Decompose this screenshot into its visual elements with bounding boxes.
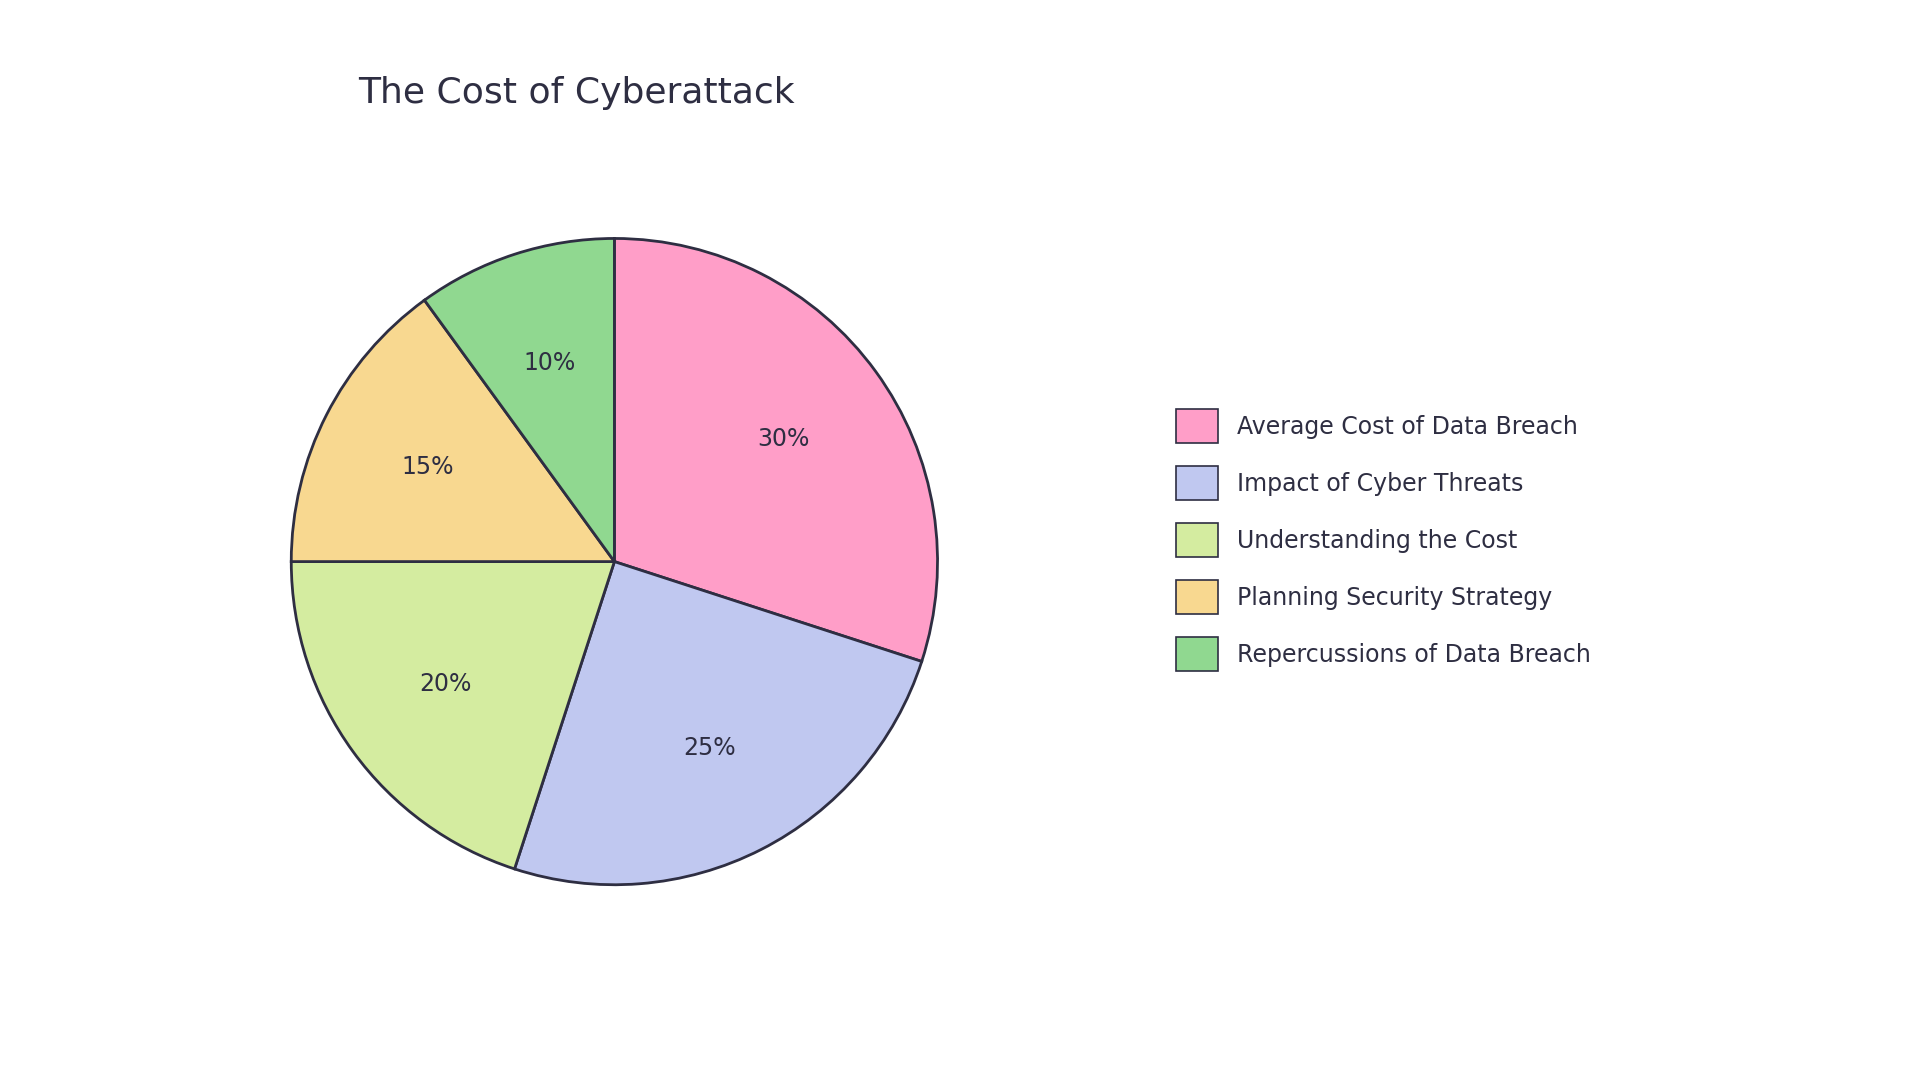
Wedge shape — [614, 239, 937, 661]
Text: 25%: 25% — [684, 735, 735, 760]
Wedge shape — [515, 562, 922, 885]
Wedge shape — [292, 562, 614, 869]
Text: 20%: 20% — [419, 673, 472, 697]
Text: The Cost of Cyberattack: The Cost of Cyberattack — [357, 76, 795, 109]
Wedge shape — [424, 239, 614, 562]
Text: 10%: 10% — [524, 351, 576, 375]
Legend: Average Cost of Data Breach, Impact of Cyber Threats, Understanding the Cost, Pl: Average Cost of Data Breach, Impact of C… — [1164, 397, 1603, 683]
Text: 15%: 15% — [401, 455, 455, 478]
Text: 30%: 30% — [756, 427, 810, 450]
Wedge shape — [292, 300, 614, 562]
